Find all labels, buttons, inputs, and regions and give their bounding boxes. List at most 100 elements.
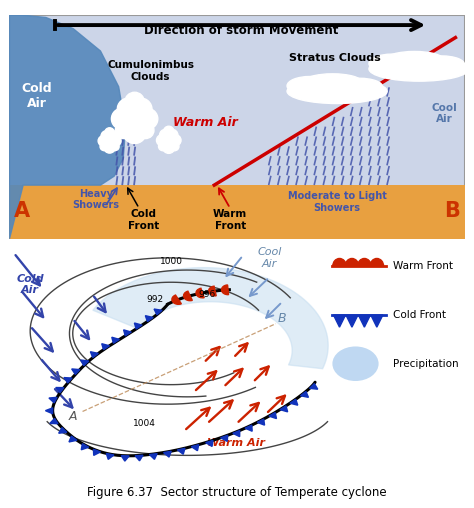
Polygon shape: [93, 449, 100, 455]
Polygon shape: [310, 384, 318, 389]
Circle shape: [120, 110, 149, 139]
Text: Cold
Front: Cold Front: [128, 209, 159, 231]
Polygon shape: [290, 399, 298, 405]
Polygon shape: [91, 352, 98, 358]
Circle shape: [104, 142, 115, 153]
Ellipse shape: [287, 77, 333, 96]
Ellipse shape: [337, 78, 383, 96]
Wedge shape: [357, 259, 371, 266]
Circle shape: [123, 121, 146, 144]
Polygon shape: [206, 440, 213, 447]
Circle shape: [160, 129, 172, 141]
Polygon shape: [333, 315, 346, 327]
Text: B: B: [278, 312, 287, 325]
Text: Heavy
Showers: Heavy Showers: [73, 188, 119, 210]
Wedge shape: [345, 259, 359, 266]
Circle shape: [105, 128, 114, 137]
Polygon shape: [121, 456, 129, 461]
Text: 1004: 1004: [133, 419, 156, 428]
Text: Cold Front: Cold Front: [393, 310, 446, 320]
Ellipse shape: [369, 54, 414, 73]
Text: Warm Air: Warm Air: [208, 438, 265, 448]
Polygon shape: [233, 430, 240, 437]
Polygon shape: [245, 425, 252, 431]
Polygon shape: [257, 419, 264, 425]
Circle shape: [136, 108, 158, 130]
Polygon shape: [106, 454, 114, 459]
Polygon shape: [72, 369, 80, 374]
Circle shape: [161, 136, 176, 151]
Text: 996: 996: [199, 290, 216, 299]
Polygon shape: [81, 443, 89, 450]
Polygon shape: [81, 360, 89, 366]
Polygon shape: [191, 444, 199, 451]
Text: Cool
Air: Cool Air: [257, 247, 282, 269]
Text: 1000: 1000: [159, 257, 182, 266]
Wedge shape: [196, 288, 204, 298]
Ellipse shape: [287, 79, 387, 104]
Polygon shape: [102, 344, 109, 350]
Circle shape: [170, 135, 181, 146]
Circle shape: [107, 131, 118, 142]
Polygon shape: [69, 436, 77, 442]
Polygon shape: [135, 455, 143, 461]
Circle shape: [166, 129, 178, 141]
Wedge shape: [370, 259, 383, 266]
Circle shape: [101, 131, 112, 142]
Text: Figure 6.37  Sector structure of Temperate cyclone: Figure 6.37 Sector structure of Temperat…: [87, 486, 387, 499]
Text: Cold
Air: Cold Air: [16, 274, 44, 296]
Wedge shape: [333, 259, 346, 266]
Text: Cumulonimbus
Clouds: Cumulonimbus Clouds: [107, 60, 194, 82]
Text: 992: 992: [146, 295, 163, 304]
Polygon shape: [269, 412, 276, 419]
Circle shape: [110, 136, 121, 146]
Polygon shape: [164, 451, 171, 457]
Polygon shape: [46, 408, 53, 414]
Ellipse shape: [303, 74, 362, 91]
Text: Warm Air: Warm Air: [173, 116, 237, 129]
Polygon shape: [346, 315, 358, 327]
Ellipse shape: [385, 51, 444, 69]
Polygon shape: [9, 15, 126, 239]
Text: Moderate to Light
Showers: Moderate to Light Showers: [288, 192, 386, 213]
Polygon shape: [135, 323, 142, 329]
Circle shape: [163, 141, 175, 153]
Polygon shape: [220, 435, 228, 441]
Polygon shape: [49, 397, 57, 403]
Circle shape: [111, 142, 119, 151]
Polygon shape: [93, 268, 328, 369]
Polygon shape: [358, 315, 370, 327]
Text: A: A: [68, 410, 77, 423]
Text: Stratus Clouds: Stratus Clouds: [289, 53, 381, 62]
Polygon shape: [154, 309, 162, 315]
Polygon shape: [50, 419, 58, 424]
Polygon shape: [56, 388, 64, 393]
Ellipse shape: [419, 56, 465, 73]
Text: Warm
Front: Warm Front: [213, 209, 247, 231]
Circle shape: [158, 142, 167, 151]
Circle shape: [125, 92, 144, 111]
Polygon shape: [146, 315, 153, 322]
Text: A: A: [14, 201, 30, 221]
Polygon shape: [59, 428, 67, 433]
Polygon shape: [280, 406, 288, 412]
Circle shape: [164, 126, 174, 136]
Circle shape: [170, 142, 179, 151]
Wedge shape: [221, 285, 228, 295]
Wedge shape: [209, 286, 216, 296]
Circle shape: [102, 137, 117, 151]
Circle shape: [137, 122, 154, 139]
Polygon shape: [371, 315, 383, 327]
Polygon shape: [64, 377, 72, 383]
Circle shape: [98, 136, 109, 146]
Circle shape: [100, 142, 109, 151]
Circle shape: [115, 122, 132, 139]
Circle shape: [117, 98, 140, 121]
Polygon shape: [112, 337, 119, 343]
Wedge shape: [172, 295, 182, 304]
Text: Precipitation: Precipitation: [393, 359, 458, 369]
Bar: [9, 185, 465, 239]
Polygon shape: [124, 330, 131, 336]
Polygon shape: [149, 454, 157, 459]
Circle shape: [156, 135, 168, 146]
